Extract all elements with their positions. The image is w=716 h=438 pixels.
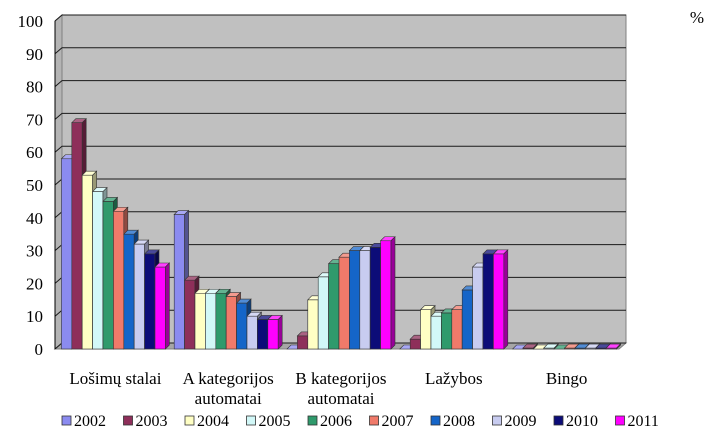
legend-swatch bbox=[430, 415, 441, 426]
legend-swatch bbox=[123, 415, 133, 426]
x-tick-label: Bingo bbox=[546, 369, 588, 388]
legend-item: 2009 bbox=[492, 413, 537, 430]
legend-label: 2009 bbox=[505, 413, 537, 430]
x-tick-label: A kategorijos bbox=[183, 369, 274, 388]
y-tick-label: 0 bbox=[35, 340, 44, 359]
y-tick-label: 60 bbox=[26, 143, 43, 162]
gridline bbox=[54, 112, 626, 120]
bars bbox=[60, 117, 622, 350]
x-tick-label: Lošimų stalai bbox=[69, 369, 161, 388]
legend-item: 2005 bbox=[246, 413, 291, 430]
legend-swatch bbox=[492, 415, 502, 426]
y-tick-label: 40 bbox=[26, 209, 43, 228]
legend-label: 2007 bbox=[382, 413, 414, 430]
bar bbox=[154, 262, 171, 350]
legend-label: 2006 bbox=[320, 413, 352, 430]
legend-item: 2006 bbox=[307, 413, 352, 430]
y-tick-label: 10 bbox=[26, 307, 43, 326]
bar bbox=[267, 314, 283, 350]
x-tick-label: B kategorijos bbox=[295, 369, 386, 388]
legend-label: 2003 bbox=[136, 413, 168, 430]
legend-label: 2005 bbox=[259, 413, 291, 430]
gridline bbox=[54, 47, 626, 55]
legend: 2002 2003 2004 2005 2006 2007 2008 2009 2010 2011 bbox=[61, 413, 659, 430]
legend-item: 2010 bbox=[553, 413, 598, 430]
bar bbox=[492, 249, 509, 350]
gridline bbox=[54, 14, 626, 22]
legend-item: 2004 bbox=[184, 413, 229, 430]
legend-item: 2003 bbox=[123, 413, 168, 430]
x-tick-label: automatai bbox=[195, 389, 262, 408]
legend-label: 2010 bbox=[566, 413, 598, 430]
y-tick-label: 80 bbox=[26, 78, 43, 97]
legend-label: 2008 bbox=[443, 413, 475, 430]
legend-swatch bbox=[369, 415, 379, 426]
gridline bbox=[54, 145, 626, 153]
y-tick-label: 20 bbox=[26, 274, 43, 293]
y-tick-label: 90 bbox=[26, 45, 43, 64]
y-tick-labels: 0 10 20 30 40 50 60 70 80 90 100 bbox=[18, 12, 44, 359]
unit-label: % bbox=[690, 8, 704, 27]
y-tick-label: 100 bbox=[18, 12, 44, 31]
legend-swatch bbox=[246, 415, 256, 426]
legend-item: 2002 bbox=[61, 413, 106, 430]
legend-swatch bbox=[61, 415, 72, 426]
legend-swatch bbox=[184, 415, 195, 426]
y-tick-label: 30 bbox=[26, 242, 43, 261]
y-tick-label: 50 bbox=[26, 176, 43, 195]
y-tick-label: 70 bbox=[26, 110, 43, 129]
x-tick-label: Lažybos bbox=[425, 369, 483, 388]
legend-label: 2004 bbox=[197, 413, 229, 430]
bar bbox=[605, 343, 622, 350]
x-tick-label: automatai bbox=[307, 389, 374, 408]
legend-label: 2011 bbox=[628, 413, 659, 430]
legend-item: 2007 bbox=[369, 413, 414, 430]
gridline bbox=[54, 80, 626, 87]
legend-item: 2011 bbox=[615, 413, 659, 430]
bar bbox=[379, 236, 396, 350]
legend-swatch bbox=[307, 415, 318, 426]
legend-swatch bbox=[553, 415, 564, 426]
legend-item: 2008 bbox=[430, 413, 475, 430]
legend-swatch bbox=[615, 415, 625, 426]
legend-label: 2002 bbox=[74, 413, 106, 430]
